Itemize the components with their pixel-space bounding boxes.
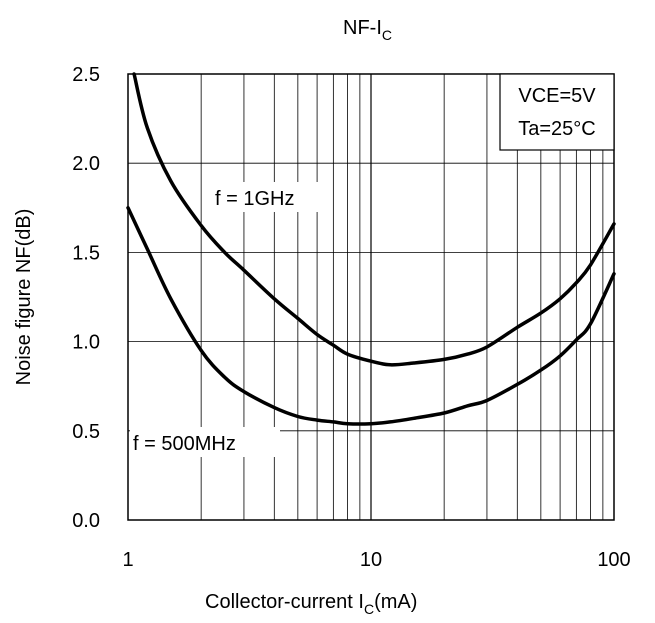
condition-ta: Ta=25°C xyxy=(518,118,596,140)
series-label-bg-500mhz xyxy=(130,427,280,457)
x-axis-label-pre: Collector-current I xyxy=(205,591,364,613)
series-lines xyxy=(126,72,616,426)
x-tick-labels: 1 10 100 xyxy=(122,549,630,571)
y-tick-label: 0.0 xyxy=(72,510,100,532)
series-label-bg-1ghz xyxy=(212,182,324,212)
y-tick-labels: 0.0 0.5 1.0 1.5 2.0 2.5 xyxy=(72,64,100,532)
series-line-500mhz xyxy=(126,206,616,426)
y-tick-label: 2.0 xyxy=(72,153,100,175)
x-tick-label: 100 xyxy=(597,549,630,571)
conditions-box xyxy=(499,73,615,151)
x-axis-label: Collector-current IC(mA) xyxy=(205,591,417,617)
series-label-1ghz: f = 1GHz xyxy=(215,188,294,210)
chart-title-main: NF-I xyxy=(343,17,382,39)
y-tick-label: 1.0 xyxy=(72,332,100,354)
plot-frame xyxy=(127,73,615,521)
y-tick-label: 0.5 xyxy=(72,421,100,443)
y-tick-label: 2.5 xyxy=(72,64,100,86)
series-line-1ghz xyxy=(132,72,616,367)
x-axis-label-sub: C xyxy=(364,601,374,617)
x-tick-label: 1 xyxy=(122,549,133,571)
chart-title: NF-IC xyxy=(343,17,392,43)
x-tick-label: 10 xyxy=(360,549,382,571)
x-axis-label-post: (mA) xyxy=(374,591,417,613)
chart-title-sub: C xyxy=(382,27,392,43)
series-label-500mhz: f = 500MHz xyxy=(133,433,236,455)
y-tick-label: 1.5 xyxy=(72,242,100,264)
condition-vce: VCE=5V xyxy=(518,85,596,107)
y-axis-label: Noise figure NF(dB) xyxy=(13,209,35,386)
